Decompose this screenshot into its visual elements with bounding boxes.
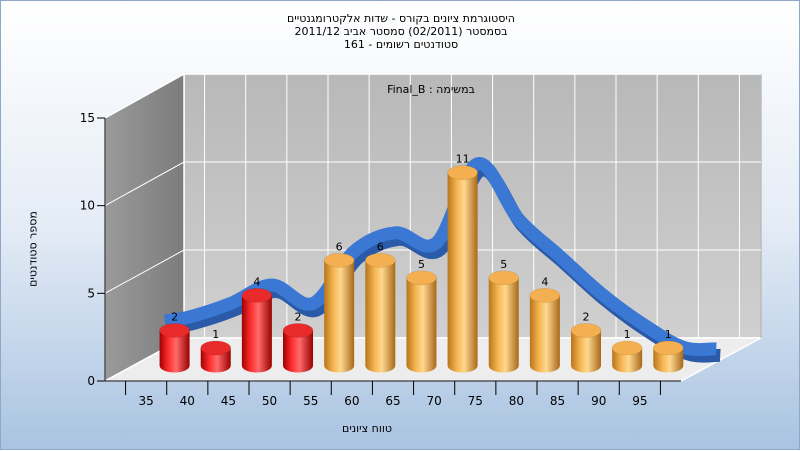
bar-cap — [611, 340, 643, 356]
grid-line-y — [104, 73, 761, 119]
bar-value-label: 5 — [500, 258, 507, 271]
x-tick-label: 85 — [550, 394, 565, 408]
x-tick-label: 35 — [139, 394, 154, 408]
bar-cap — [406, 270, 437, 286]
y-axis-label: מספר סטודנטים — [26, 211, 40, 287]
bar-cap — [570, 323, 602, 338]
bar — [365, 260, 396, 373]
x-tick-label: 75 — [468, 394, 483, 408]
bar-cap — [282, 323, 314, 338]
bar-cap — [653, 340, 684, 356]
x-tick-label: 65 — [385, 394, 400, 408]
bar-cap — [200, 340, 231, 356]
chart-title-line-2: בסמסטר (02/2011) סמסטר אביב 2011/12 — [294, 25, 508, 38]
x-tick-label: 40 — [180, 394, 195, 408]
bar — [159, 330, 190, 373]
bar-value-label: 1 — [665, 328, 672, 341]
x-axis-label: טווח ציונים — [342, 422, 392, 435]
bar — [529, 295, 560, 373]
bar — [200, 347, 231, 373]
y-tick-label: 15 — [80, 111, 95, 125]
bar — [612, 347, 643, 373]
x-tick-label: 80 — [509, 394, 524, 408]
bar-value-label: 1 — [212, 328, 219, 341]
chart-title-line-3: סטודנטים רשומים - 161 — [343, 38, 459, 51]
y-tick-label: 0 — [87, 374, 95, 388]
y-tick-label: 5 — [87, 286, 95, 300]
grid-line-y — [104, 161, 761, 207]
series-label: Final_B : במשימה — [387, 83, 475, 96]
x-tick-label: 70 — [427, 394, 442, 408]
bar-value-label: 1 — [624, 328, 631, 341]
chart-title: היסטוגרמת ציונים בקורס - שדות אלקטרומגנט… — [201, 12, 601, 51]
bar — [283, 330, 314, 373]
bar-value-label: 2 — [171, 310, 178, 323]
x-tick-label: 50 — [262, 394, 277, 408]
bar — [488, 277, 519, 373]
bar — [406, 277, 437, 373]
bar — [571, 330, 602, 373]
x-tick-label: 60 — [344, 394, 359, 408]
bar-cap — [159, 323, 190, 338]
y-tick-label: 10 — [80, 199, 95, 213]
bar — [447, 172, 478, 373]
bar — [653, 347, 684, 373]
bar-cap — [488, 270, 519, 286]
x-tick-label: 55 — [303, 394, 318, 408]
bar — [324, 260, 355, 373]
bar-value-label: 4 — [541, 275, 548, 288]
bar-cap — [529, 288, 561, 303]
bar-value-label: 2 — [295, 310, 302, 323]
grid-line-y — [104, 249, 761, 294]
chart-title-line-1: היסטוגרמת ציונים בקורס - שדות אלקטרומגנט… — [287, 12, 515, 25]
bar-cap — [365, 253, 396, 268]
x-tick-label: 90 — [591, 394, 606, 408]
bar-cap — [447, 165, 478, 180]
x-tick-label: 45 — [221, 394, 236, 408]
bar-value-label: 6 — [336, 240, 343, 253]
bar-cap — [241, 288, 273, 303]
bar-value-label: 6 — [377, 240, 384, 253]
bar — [241, 295, 272, 373]
bar-value-label: 5 — [418, 258, 425, 271]
bar-value-label: 2 — [583, 310, 590, 323]
bar-cap — [323, 253, 355, 268]
x-tick-label: 95 — [632, 394, 647, 408]
bar-value-label: 11 — [456, 153, 470, 166]
bar-value-label: 4 — [253, 275, 260, 288]
